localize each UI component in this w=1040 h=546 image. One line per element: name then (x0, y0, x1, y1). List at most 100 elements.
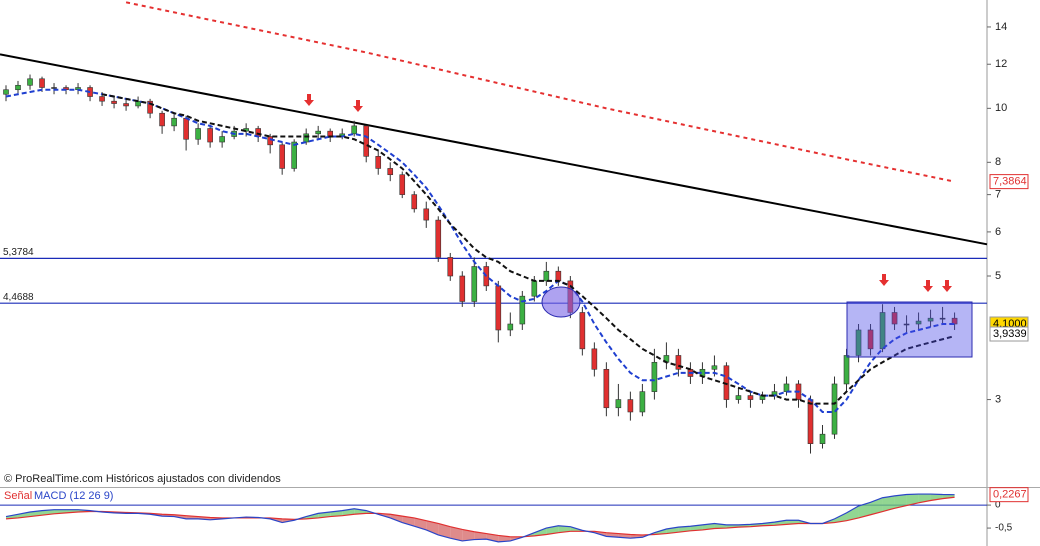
candle-body (903, 323, 910, 326)
moving-average (101, 93, 955, 405)
y-tick-label: 5 (995, 270, 1001, 282)
candle-body (735, 395, 742, 400)
candle-body (579, 312, 586, 350)
highlight-ellipse (541, 286, 581, 318)
candle-body (219, 136, 225, 143)
arrow (923, 280, 933, 292)
macd-fill (870, 497, 883, 515)
candle-body (675, 355, 682, 370)
trend-line (0, 53, 988, 246)
candle-body (711, 365, 718, 370)
y-tick-label: 7 (995, 189, 1001, 201)
level-label: 4,4688 (3, 292, 34, 303)
candle-body (819, 433, 826, 444)
macd-fill (390, 514, 403, 523)
macd-line (5, 493, 955, 543)
candle-body (207, 128, 213, 143)
candle-body (639, 391, 646, 413)
y-tick-label: 14 (995, 21, 1007, 33)
candle-body (927, 317, 934, 322)
candle-body (195, 128, 201, 140)
candle-body (423, 208, 430, 221)
candle-body (51, 87, 57, 89)
candle-body (303, 133, 309, 143)
macd-fill (450, 526, 463, 541)
signal-label: Señal (4, 490, 32, 502)
candle-body (627, 399, 634, 413)
macd-fill (558, 525, 571, 533)
macd-fill (846, 506, 859, 521)
signal-arrows (304, 94, 952, 292)
candle-body (615, 399, 622, 409)
arrow (942, 280, 952, 292)
candle-body (3, 89, 9, 95)
price-label: 3,9339 (993, 328, 1027, 340)
candle-body (111, 100, 117, 104)
price-label-box (989, 326, 1029, 342)
macd-fill (834, 512, 847, 523)
macd-label: MACD (12 26 9) (34, 490, 113, 502)
macd-fill (882, 495, 895, 512)
candle-body (519, 295, 526, 325)
candle-body (783, 383, 790, 392)
candle-body (375, 156, 382, 169)
candle-body (39, 78, 45, 88)
candle-body (651, 361, 658, 392)
macd-fill (438, 523, 451, 539)
candle-body (531, 280, 538, 297)
macd-fill (906, 494, 919, 506)
candle-body (891, 312, 898, 325)
level-label: 5,3784 (3, 247, 34, 258)
candle-body (99, 96, 105, 102)
y-tick-label: 8 (995, 156, 1001, 168)
candle-body (363, 125, 370, 157)
y-tick-label: 6 (995, 226, 1001, 238)
candle-body (147, 100, 153, 114)
price-panel: 5,3784 4,4688 (0, 1, 988, 454)
candle-body (351, 125, 358, 135)
candle-body (915, 320, 922, 325)
candle-body (603, 368, 610, 409)
candle-body (399, 174, 406, 195)
candle-body (411, 194, 418, 210)
price-label: 7,3864 (993, 176, 1027, 188)
candle-body (591, 348, 598, 370)
highlight-box (846, 301, 973, 358)
candle-body (879, 312, 886, 350)
candle-body (459, 275, 466, 302)
candle-body (951, 317, 958, 325)
macd-fill (462, 529, 475, 541)
y-tick-label: 12 (995, 58, 1007, 70)
macd-fill (426, 520, 439, 535)
candle-body (939, 317, 946, 320)
macd-value-label: 0,2267 (993, 489, 1027, 501)
candle-body (543, 270, 550, 282)
y-tick-label: 0 (995, 500, 1001, 511)
candle-body (279, 144, 285, 169)
y-tick-label: 10 (995, 102, 1007, 114)
candle-body (315, 130, 321, 135)
candle-body (435, 219, 442, 258)
candle-body (507, 323, 514, 331)
footer: © ProRealTime.com Históricos ajustados c… (4, 473, 281, 485)
arrow (304, 94, 314, 106)
trend-line (125, 1, 955, 183)
candle-body (291, 141, 297, 169)
macd-value-box (989, 487, 1029, 503)
candle-body (867, 329, 874, 350)
macd-fill (534, 528, 547, 536)
candle-body (447, 257, 454, 277)
macd-fill (894, 494, 907, 509)
y-tick-label: -0,5 (995, 523, 1013, 534)
candle-body (555, 270, 562, 282)
macd-fill (858, 502, 871, 518)
candle-body (843, 355, 850, 385)
candle-body (747, 395, 754, 400)
price-label-box (989, 174, 1029, 190)
candle-body (807, 399, 814, 444)
candle-body (855, 329, 862, 356)
y-tick-label: 3 (995, 393, 1001, 405)
candle-body (27, 78, 33, 86)
candle-body (495, 285, 502, 331)
